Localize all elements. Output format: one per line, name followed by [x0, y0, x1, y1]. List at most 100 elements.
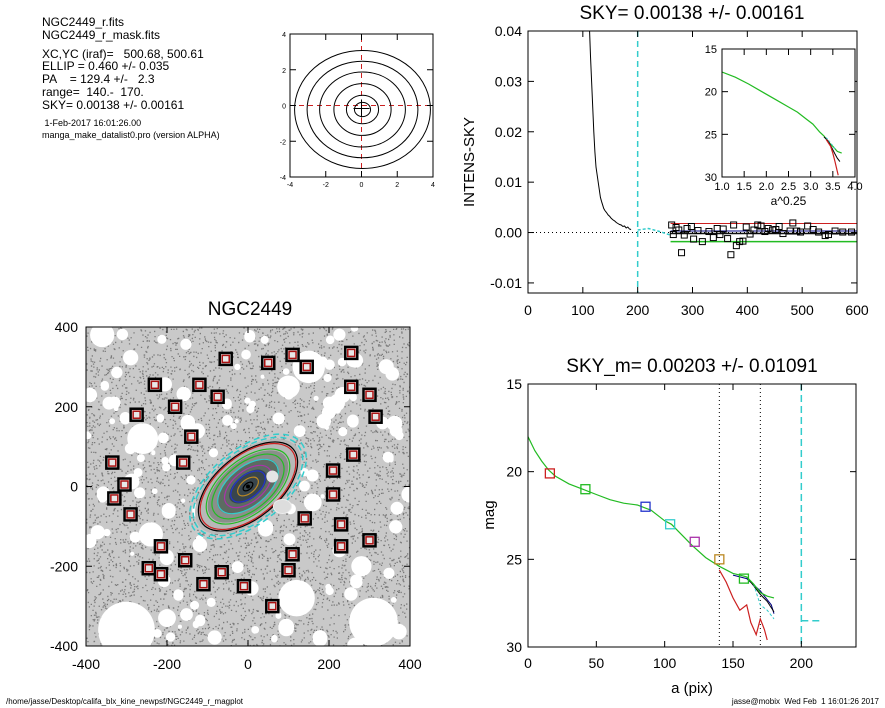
sky-box-inner [302, 362, 311, 372]
inset-red-line [825, 139, 839, 176]
sky-box-inner [144, 563, 154, 573]
mag-green-line [528, 436, 775, 599]
mask-file-line: NGC2449_r_mask.fits [42, 27, 161, 42]
sky-data-point [750, 226, 758, 234]
sky-box-inner [365, 536, 374, 545]
footer-path: /home/jasse/Desktop/califa_blx_kine_newp… [6, 697, 244, 706]
pa-line: PA = 129.4 +/- 2.3 [42, 72, 155, 87]
sky-box-inner [110, 494, 119, 503]
sky-data-point [764, 225, 772, 233]
galaxy-masked-blob [266, 470, 279, 483]
sky-data-point [789, 219, 797, 227]
sky-box-inner [170, 402, 180, 411]
contour-level [353, 101, 372, 118]
sky-data-point [746, 230, 754, 238]
sky-box-inner [156, 569, 166, 579]
contour-ytick-label: -2 [280, 139, 286, 146]
sky-xtick-label: 400 [736, 302, 760, 318]
sky-box-inner [284, 565, 293, 575]
sky-data-point [804, 222, 812, 230]
sky-box-inner [347, 382, 356, 392]
image-masked-star [90, 327, 115, 348]
sky-box-inner [108, 458, 117, 467]
sky-data-point [694, 227, 702, 235]
image-ytick-label: -200 [50, 558, 78, 574]
inset-xtick-label: 3.5 [825, 181, 840, 193]
sky-box-inner [268, 601, 277, 611]
sky-box-inner [199, 579, 208, 589]
sky-box-inner [288, 550, 297, 559]
contour-level [345, 94, 380, 125]
sky-box-inner [349, 450, 358, 459]
footer-user: jasse@mobix Wed Feb 1 16:01:26 2017 [731, 697, 879, 706]
sky-data-point [797, 228, 805, 236]
inset-ytick-label: 25 [705, 129, 717, 141]
contour-lines [294, 50, 431, 169]
sky-title: SKY= 0.00138 +/- 0.00161 [579, 3, 804, 24]
sky-data-point [793, 227, 801, 235]
sky-data-point [775, 222, 783, 230]
sky-box-inner [300, 514, 309, 523]
mag-marker [580, 484, 591, 495]
sky-data-point [831, 227, 839, 235]
sky-profile-line [589, 31, 632, 230]
inset-xlabel: a^0.25 [771, 194, 807, 208]
mag-ytick-label: 15 [506, 376, 522, 392]
mag-xtick-label: 200 [790, 655, 814, 671]
contour-ytick-label: -4 [280, 175, 286, 182]
sky-data-point [705, 228, 713, 236]
sky-data-point [742, 223, 750, 231]
sky-xtick-label: 0 [524, 302, 532, 318]
sky-data-point [709, 234, 717, 242]
contour-level [319, 71, 406, 148]
mag-marker [640, 501, 651, 512]
image-ytick-label: 200 [55, 399, 79, 415]
sky-data-point [669, 231, 677, 239]
image-title: NGC2449 [208, 299, 293, 320]
image-masked-star [349, 597, 398, 646]
mag-marker [689, 536, 700, 547]
sky-xtick-label: 100 [571, 302, 595, 318]
mag-ytick-label: 30 [506, 639, 522, 655]
range-line: range= 140.- 170. [42, 84, 144, 99]
image-xtick-label: 200 [317, 656, 341, 672]
image-masked-star [127, 423, 159, 455]
sky-data-point [786, 227, 794, 235]
center-line: XC,YC (iraf)= 500.68, 500.61 [42, 46, 204, 61]
image-plot-area [86, 327, 410, 646]
mag-cyan-line [753, 583, 775, 620]
image-masked-star [277, 375, 300, 399]
image-masked-star [98, 601, 155, 646]
sky-xtick-label: 200 [626, 302, 650, 318]
sky-box-inner [187, 432, 196, 441]
mag-ytick-label: 20 [506, 464, 522, 480]
sky-ytick-label: 0.04 [495, 23, 522, 39]
image-masked-star [303, 493, 322, 512]
sky-box-inner [180, 556, 190, 565]
image-xtick-label: -200 [153, 656, 181, 672]
mag-panel: SKY_m= 0.00203 +/- 0.01091 mag a (pix) 0 50 1… [481, 356, 857, 697]
program-line: manga_make_datalist0.pro (version ALPHA) [42, 129, 220, 140]
contour-ytick-label: 0 [282, 104, 286, 111]
sky-data-point [719, 225, 727, 233]
sky-ylabel: INTENS-SKY [461, 117, 478, 207]
sky-box-inner [336, 542, 346, 551]
mag-black-line [746, 576, 775, 613]
sky-data-point [815, 228, 823, 236]
mag-marker [714, 554, 725, 565]
sky-data-point [824, 231, 832, 239]
sky-ytick-label: 0.02 [495, 124, 522, 140]
sky-data-point [779, 230, 787, 238]
sky-box-inner [347, 348, 356, 358]
sky-data-point [678, 249, 686, 257]
inset-bg [722, 49, 855, 177]
sky-box-inner [126, 510, 135, 519]
image-mask-holes [86, 327, 410, 646]
contour-xtick-label: 2 [395, 182, 399, 189]
contour-level [294, 50, 431, 169]
image-masked-star [351, 556, 372, 577]
galaxy-center [246, 484, 250, 489]
contour-xtick-label: -2 [323, 182, 329, 189]
sky-box-inner [132, 410, 141, 419]
